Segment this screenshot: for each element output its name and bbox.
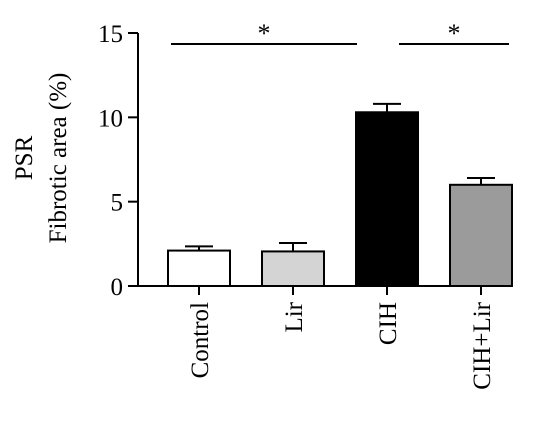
significance-star-1: * bbox=[258, 19, 271, 48]
y-tick-label-10: 10 bbox=[98, 105, 123, 132]
x-axis: Control Lir CIH CIH+Lir bbox=[138, 285, 512, 390]
y-tick-label-5: 5 bbox=[111, 190, 124, 217]
bar-control bbox=[167, 249, 231, 287]
significance-annotations: * * bbox=[171, 19, 509, 48]
bar-lir bbox=[261, 250, 325, 288]
category-label-control: Control bbox=[187, 302, 214, 378]
significance-star-2: * bbox=[448, 19, 461, 48]
y-axis-title-line-1: PSR bbox=[11, 135, 38, 180]
bar-cih bbox=[355, 111, 419, 287]
category-label-lir: Lir bbox=[281, 301, 308, 332]
y-tick-label-0: 0 bbox=[111, 274, 124, 301]
bars bbox=[167, 111, 513, 288]
category-label-cih: CIH bbox=[375, 302, 402, 345]
y-axis: 0 5 10 15 bbox=[98, 21, 139, 301]
error-bars bbox=[185, 102, 495, 252]
y-axis-title-line-2: Fibrotic area (%) bbox=[45, 73, 72, 244]
bar-cih-lir bbox=[449, 183, 513, 287]
y-axis-title: PSR Fibrotic area (%) bbox=[11, 73, 72, 244]
y-tick-label-15: 15 bbox=[98, 21, 123, 48]
category-label-cih-lir: CIH+Lir bbox=[469, 301, 496, 389]
